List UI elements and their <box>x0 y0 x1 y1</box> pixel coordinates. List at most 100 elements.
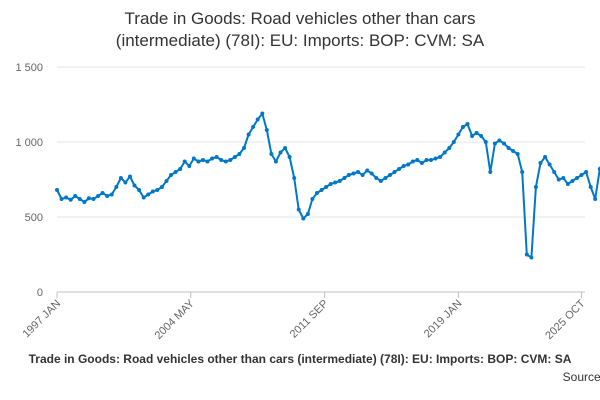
y-tick-label: 500 <box>25 212 43 224</box>
data-point <box>196 159 201 164</box>
data-point <box>169 173 173 177</box>
data-point <box>556 177 561 182</box>
data-point <box>552 170 557 174</box>
data-point <box>479 134 484 138</box>
data-point <box>433 156 438 161</box>
series-line-0 <box>56 112 600 259</box>
data-point <box>483 140 488 144</box>
data-point <box>100 191 105 195</box>
data-point <box>182 159 187 164</box>
data-point <box>470 134 475 138</box>
data-point <box>356 170 360 174</box>
data-point <box>342 176 347 180</box>
data-point <box>579 173 584 177</box>
data-point <box>77 197 82 201</box>
data-point <box>346 173 351 177</box>
data-point <box>502 141 506 146</box>
data-point <box>565 182 570 186</box>
data-point <box>315 191 319 195</box>
data-point <box>255 117 260 122</box>
data-point <box>219 158 224 162</box>
y-tick-label: 1 500 <box>15 62 43 74</box>
data-point <box>319 188 324 192</box>
data-point <box>520 170 525 174</box>
data-point <box>360 173 365 177</box>
data-point <box>406 162 411 167</box>
data-point <box>232 155 237 159</box>
data-point <box>146 192 151 197</box>
data-point <box>369 171 374 176</box>
data-point <box>237 152 242 156</box>
data-point <box>269 152 274 156</box>
y-tick-label: 1 000 <box>15 137 43 149</box>
data-point <box>538 161 543 165</box>
x-tick-label: 2004 MAY <box>153 297 198 342</box>
data-point <box>570 179 575 183</box>
data-point <box>278 150 283 155</box>
data-point <box>191 156 196 161</box>
data-point <box>178 167 183 171</box>
data-point <box>575 176 579 180</box>
data-point <box>150 189 155 194</box>
data-point <box>296 207 301 212</box>
data-point <box>118 176 123 180</box>
data-point <box>137 188 142 192</box>
data-point <box>210 156 215 161</box>
data-point <box>301 216 306 221</box>
data-point <box>68 197 73 202</box>
data-point <box>451 140 456 144</box>
x-tick-label: 2011 SEP <box>288 298 331 341</box>
data-point <box>415 158 420 162</box>
data-point <box>86 196 91 201</box>
data-point <box>123 180 128 185</box>
data-point <box>205 159 210 164</box>
data-point <box>424 158 429 162</box>
chart-title-line-2: (intermediate) (78I): EU: Imports: BOP: … <box>115 31 485 50</box>
data-point <box>128 174 132 179</box>
data-point <box>246 132 251 137</box>
data-point <box>333 180 338 185</box>
data-point <box>506 146 511 150</box>
data-point <box>401 164 406 168</box>
data-point <box>465 122 470 126</box>
data-point <box>429 158 433 162</box>
data-point <box>155 188 160 192</box>
data-point <box>419 161 424 165</box>
chart-title-line-1: Trade in Goods: Road vehicles other than… <box>124 9 476 28</box>
data-point <box>547 162 552 167</box>
data-point <box>159 185 164 189</box>
data-point <box>141 195 146 200</box>
data-point <box>164 179 169 183</box>
x-tick-label: 2025 OCT <box>543 297 588 342</box>
data-point <box>73 194 78 198</box>
data-point <box>474 131 479 135</box>
data-point <box>561 176 566 180</box>
data-point <box>228 158 233 162</box>
x-tick-label: 1997 JAN <box>20 298 63 341</box>
data-point <box>59 197 64 201</box>
data-point <box>438 155 443 159</box>
data-point <box>91 197 96 201</box>
data-point <box>187 164 192 168</box>
data-point <box>374 176 379 180</box>
data-point <box>543 155 548 159</box>
data-point <box>324 185 329 189</box>
data-point <box>82 200 87 204</box>
data-point <box>273 159 278 164</box>
y-axis-ticks: 0 500 1 000 1 500 <box>15 62 43 299</box>
data-point <box>597 167 600 171</box>
series-layer <box>55 111 600 260</box>
data-point <box>287 155 292 159</box>
data-point <box>251 125 256 129</box>
data-point <box>114 185 119 189</box>
data-point <box>497 138 502 143</box>
data-point <box>132 183 137 188</box>
data-point <box>351 171 356 176</box>
data-point <box>442 150 447 155</box>
data-point <box>337 179 342 183</box>
data-point <box>223 159 228 164</box>
data-point <box>593 197 598 201</box>
data-point <box>292 176 297 180</box>
data-point <box>64 195 69 200</box>
